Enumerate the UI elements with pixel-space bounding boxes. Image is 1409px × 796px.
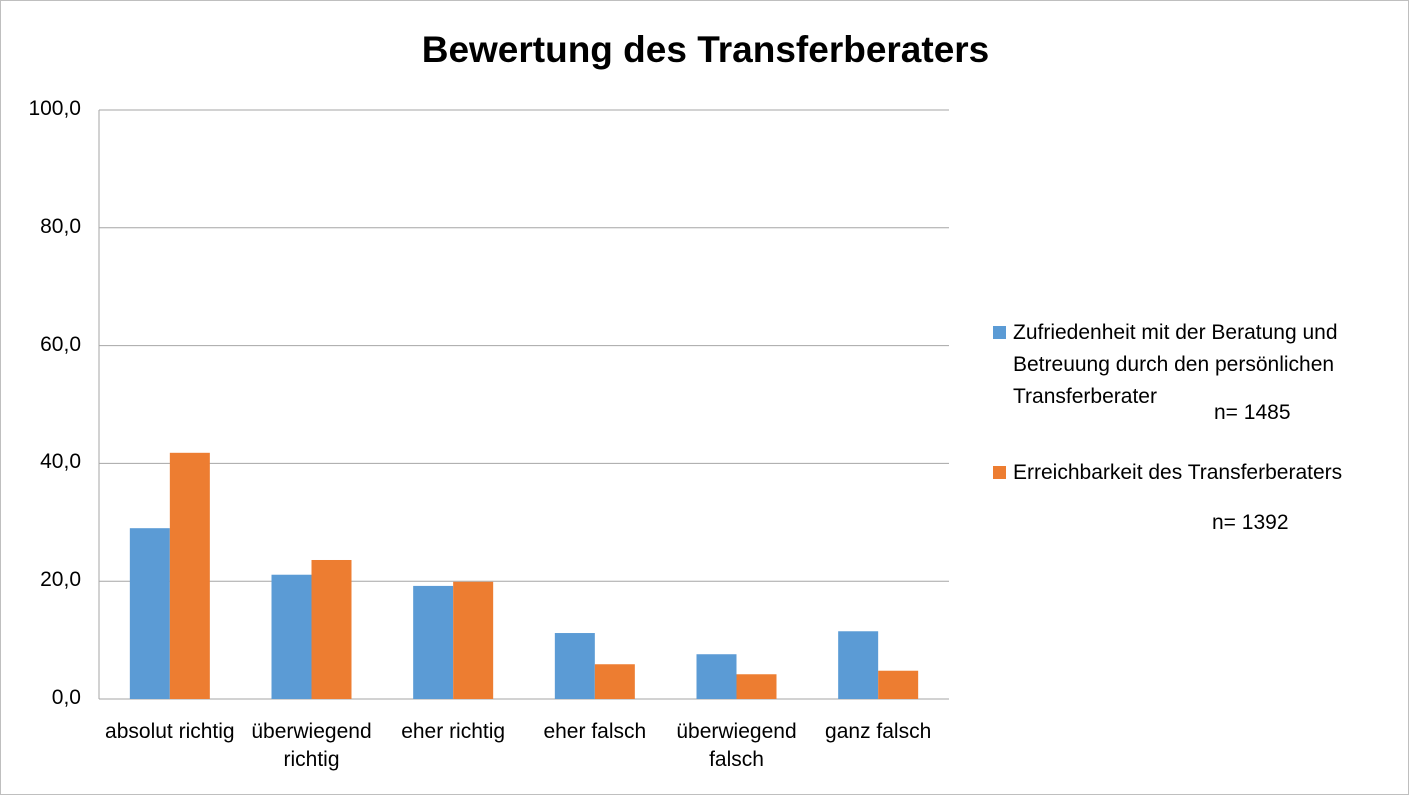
- x-tick-label: absolut richtig: [105, 720, 235, 743]
- x-tick-label: überwiegend richtig: [251, 720, 372, 771]
- bar: [453, 581, 494, 699]
- y-tick-label: 40,0: [40, 450, 81, 474]
- x-tick-label: eher falsch: [543, 720, 647, 743]
- bar: [311, 559, 352, 699]
- y-tick-label: 20,0: [40, 568, 81, 592]
- legend-label: Zufriedenheit mit der Beratung und Betre…: [1013, 321, 1338, 408]
- bar: [169, 452, 210, 699]
- annotation: n= 1485: [1214, 401, 1291, 424]
- chart-title: Bewertung des Transferberaters: [421, 29, 990, 70]
- bar: [736, 674, 777, 699]
- bar: [271, 574, 312, 699]
- bar: [878, 670, 919, 699]
- bar: [696, 654, 737, 699]
- bar: [129, 528, 170, 699]
- y-tick-label: 0,0: [51, 686, 81, 709]
- bar: [838, 631, 879, 699]
- legend-swatch: [993, 326, 1006, 339]
- bar: [554, 633, 595, 699]
- x-tick-label: überwiegend falsch: [676, 720, 797, 771]
- y-tick-label: 80,0: [40, 214, 81, 238]
- legend-swatch: [993, 466, 1006, 479]
- bar: [413, 585, 454, 699]
- y-tick-label: 60,0: [40, 332, 81, 356]
- y-tick-label: 100,0: [28, 97, 81, 120]
- bar: [594, 664, 635, 699]
- legend-label: Erreichbarkeit des Transferberaters: [1013, 461, 1343, 484]
- annotation: n= 1392: [1212, 511, 1289, 534]
- x-tick-label: eher richtig: [401, 720, 506, 743]
- x-tick-label: ganz falsch: [825, 720, 932, 743]
